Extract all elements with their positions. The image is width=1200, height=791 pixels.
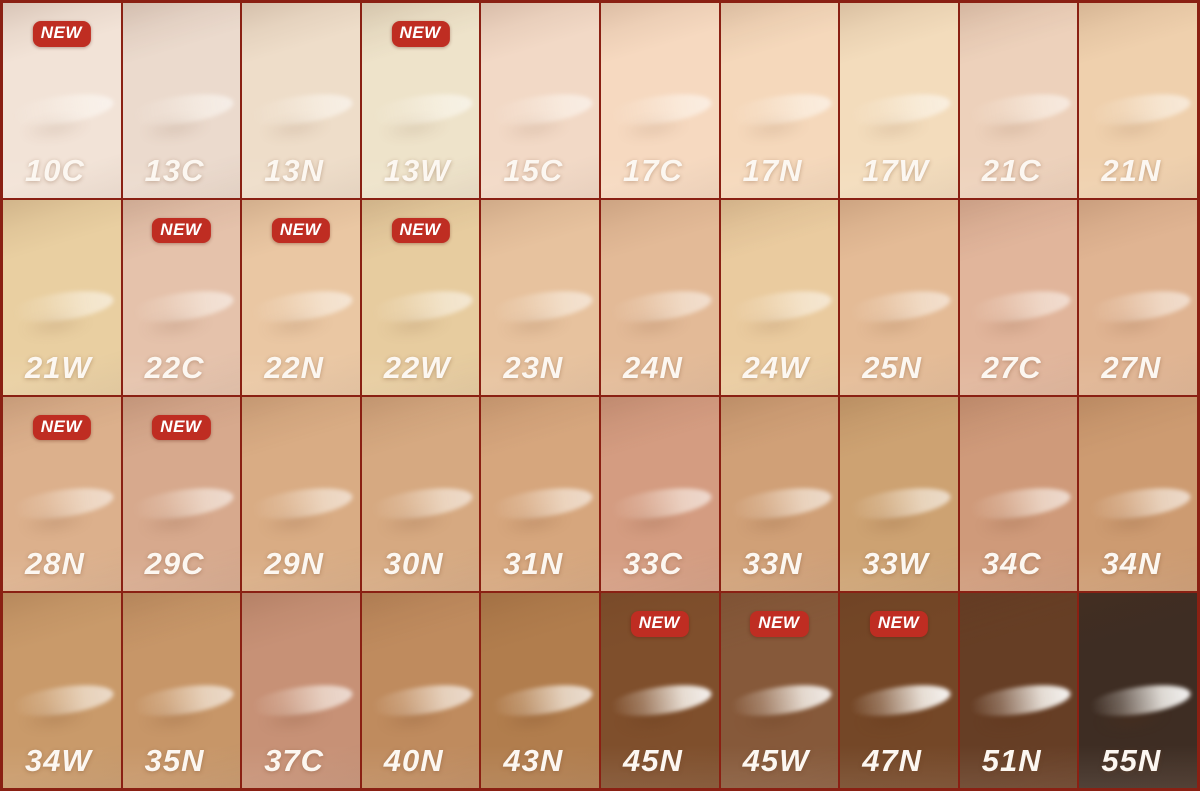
shade-swatch-40N[interactable]: 40N	[361, 593, 480, 788]
shade-label: 45W	[742, 743, 810, 778]
shade-swatch-34C[interactable]: 34C	[959, 396, 1078, 592]
shade-swatch-13C[interactable]: 13C	[122, 3, 241, 198]
shade-label: 28N	[25, 546, 85, 582]
shade-label: 31N	[503, 546, 564, 582]
shade-label: 17N	[742, 152, 803, 188]
shade-swatch-13N[interactable]: 13N	[242, 3, 360, 198]
shade-label: 21N	[1101, 152, 1162, 188]
shade-label: 51N	[981, 743, 1042, 778]
shade-swatch-25N[interactable]: 25N	[840, 199, 958, 395]
shade-swatch-22C[interactable]: NEW 22C	[122, 199, 241, 395]
shade-swatch-15C[interactable]: 15C	[481, 3, 599, 198]
new-badge: NEW	[391, 21, 450, 47]
new-badge: NEW	[152, 414, 211, 441]
shade-swatch-37C[interactable]: 37C	[242, 593, 360, 788]
shade-swatch-51N[interactable]: 51N	[959, 593, 1078, 788]
shade-swatch-24N[interactable]: 24N	[600, 199, 719, 395]
shade-swatch-34W[interactable]: 34W	[3, 593, 121, 788]
shade-swatch-13W[interactable]: NEW 13W	[361, 3, 480, 198]
shade-label: 34N	[1101, 546, 1162, 582]
shade-label: 25N	[862, 349, 923, 385]
shade-swatch-17C[interactable]: 17C	[600, 3, 719, 198]
new-badge: NEW	[152, 217, 211, 244]
shade-swatch-10C[interactable]: NEW 10C	[3, 3, 121, 198]
shade-label: 22W	[383, 349, 451, 385]
new-badge: NEW	[271, 217, 331, 244]
shade-label: 13W	[383, 152, 451, 188]
shade-swatch-27C[interactable]: 27C	[959, 199, 1078, 395]
shade-swatch-34N[interactable]: 34N	[1079, 396, 1197, 592]
shade-label: 47N	[862, 743, 923, 778]
shade-swatch-47N[interactable]: NEW 47N	[840, 593, 958, 788]
shade-swatch-31N[interactable]: 31N	[481, 396, 599, 592]
shade-swatch-33C[interactable]: 33C	[600, 396, 719, 592]
new-badge: NEW	[869, 611, 929, 637]
shade-swatch-22N[interactable]: NEW 22N	[242, 199, 360, 395]
shade-label: 43N	[503, 743, 564, 778]
shade-swatch-29N[interactable]: 29N	[242, 396, 360, 592]
new-badge: NEW	[32, 414, 91, 441]
shade-swatch-45N[interactable]: NEW 45N	[600, 593, 719, 788]
shade-label: 33N	[742, 546, 803, 582]
shade-label: 17W	[862, 152, 929, 188]
shade-label: 21W	[25, 349, 92, 385]
shade-label: 34W	[25, 743, 92, 778]
shade-swatch-22W[interactable]: NEW 22W	[361, 199, 480, 395]
shade-swatch-30N[interactable]: 30N	[361, 396, 480, 592]
shade-label: 22C	[144, 349, 205, 385]
shade-label: 22N	[264, 349, 325, 385]
shade-label: 15C	[503, 152, 564, 188]
shade-swatch-21C[interactable]: 21C	[959, 3, 1078, 198]
shade-swatch-33N[interactable]: 33N	[720, 396, 839, 592]
shade-label: 37C	[264, 743, 325, 778]
shade-label: 35N	[144, 743, 205, 778]
shade-swatch-23N[interactable]: 23N	[481, 199, 599, 395]
shade-label: 45N	[622, 743, 683, 778]
shade-label: 29N	[264, 546, 325, 582]
shade-label: 17C	[622, 152, 683, 188]
shade-label: 55N	[1101, 743, 1162, 778]
shade-label: 21C	[981, 152, 1042, 188]
shade-swatch-24W[interactable]: 24W	[720, 199, 839, 395]
shade-label: 24N	[622, 349, 683, 385]
shade-swatch-45W[interactable]: NEW 45W	[720, 593, 839, 788]
shade-label: 33W	[862, 546, 929, 582]
shade-swatch-43N[interactable]: 43N	[481, 593, 599, 788]
shade-swatch-27N[interactable]: 27N	[1079, 199, 1197, 395]
shade-label: 23N	[503, 349, 564, 385]
new-badge: NEW	[391, 217, 450, 244]
shade-label: 13N	[264, 152, 325, 188]
shade-swatch-33W[interactable]: 33W	[840, 396, 958, 592]
shade-swatch-29C[interactable]: NEW 29C	[122, 396, 241, 592]
shade-label: 30N	[383, 546, 444, 582]
shade-swatch-35N[interactable]: 35N	[122, 593, 241, 788]
shade-label: 29C	[144, 546, 205, 582]
new-badge: NEW	[750, 611, 809, 637]
shade-label: 33C	[622, 546, 683, 582]
new-badge: NEW	[32, 21, 91, 47]
shade-swatch-21W[interactable]: 21W	[3, 199, 121, 395]
shade-swatch-55N[interactable]: 55N	[1079, 593, 1197, 788]
shade-label: 40N	[383, 743, 444, 778]
shade-label: 27C	[981, 349, 1042, 385]
new-badge: NEW	[630, 611, 689, 637]
shade-swatch-17N[interactable]: 17N	[720, 3, 839, 198]
shade-label: 10C	[25, 152, 85, 188]
shade-swatch-21N[interactable]: 21N	[1079, 3, 1197, 198]
shade-label: 34C	[981, 546, 1042, 582]
shade-swatch-28N[interactable]: NEW 28N	[3, 396, 121, 592]
shade-label: 24W	[742, 349, 810, 385]
shade-label: 13C	[144, 152, 205, 188]
shade-swatch-17W[interactable]: 17W	[840, 3, 958, 198]
shade-label: 27N	[1101, 349, 1162, 385]
